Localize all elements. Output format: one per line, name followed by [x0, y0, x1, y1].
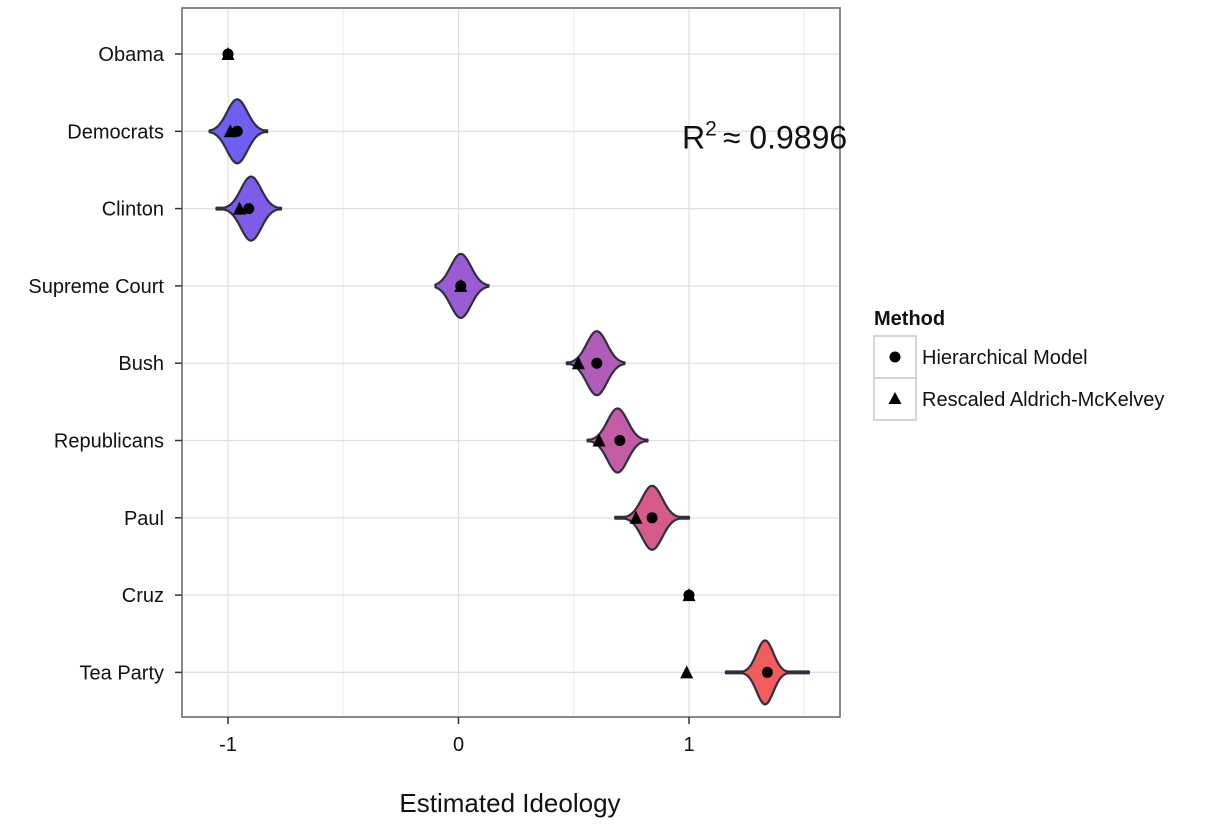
point-hierarchical-model-republicans	[614, 435, 626, 446]
legend: Method Hierarchical Model Rescaled Aldri…	[873, 308, 1164, 421]
point-rescaled-aldrich-mckelvey-paul	[629, 510, 643, 524]
legend-triangle-marker	[888, 392, 902, 404]
y-tick-label-obama: Obama	[98, 44, 164, 66]
point-hierarchical-model-paul	[646, 512, 658, 524]
r-squared-superscript: 2	[705, 117, 717, 140]
legend-entry-hierarchical-model: Hierarchical Model	[873, 335, 1088, 379]
legend-circle-marker	[889, 351, 901, 363]
points	[221, 47, 773, 679]
point-rescaled-aldrich-mckelvey-cruz	[682, 588, 696, 602]
point-rescaled-aldrich-mckelvey-tea-party	[680, 665, 694, 679]
point-hierarchical-model-clinton	[243, 203, 255, 215]
x-tick-label: 0	[453, 734, 464, 756]
point-rescaled-aldrich-mckelvey-clinton	[233, 201, 247, 215]
point-rescaled-aldrich-mckelvey-obama	[221, 47, 235, 60]
legend-key-hierarchical-model	[873, 335, 917, 379]
point-rescaled-aldrich-mckelvey-democrats	[223, 124, 237, 138]
y-tick-label-supreme-court: Supreme Court	[28, 276, 164, 298]
point-hierarchical-model-tea-party	[761, 666, 773, 678]
point-rescaled-aldrich-mckelvey-supreme-court	[454, 278, 468, 292]
y-tick-label-clinton: Clinton	[102, 199, 164, 221]
point-rescaled-aldrich-mckelvey-bush	[571, 356, 585, 370]
r-squared-base: R	[682, 119, 705, 155]
x-tick-label: -1	[219, 734, 237, 756]
legend-label-hierarchical-model: Hierarchical Model	[922, 347, 1088, 369]
legend-label-rescaled-aldrich-mckelvey: Rescaled Aldrich-McKelvey	[922, 389, 1164, 411]
grid-lines	[182, 8, 840, 717]
legend-title: Method	[874, 308, 945, 330]
y-tick-label-paul: Paul	[124, 508, 164, 530]
legend-entry-rescaled-aldrich-mckelvey: Rescaled Aldrich-McKelvey	[873, 377, 1164, 421]
point-rescaled-aldrich-mckelvey-republicans	[592, 433, 606, 447]
r-squared-label: R2 ≈ 0.9896	[682, 117, 847, 155]
x-axis-title: Estimated Ideology	[399, 788, 620, 818]
r-squared-annotation: R2 ≈ 0.9896	[682, 117, 847, 155]
plot-panel	[181, 7, 841, 718]
r-squared-value: ≈ 0.9896	[723, 119, 847, 155]
point-hierarchical-model-bush	[591, 357, 603, 369]
x-tick-label: 1	[683, 734, 694, 756]
y-tick-label-republicans: Republicans	[54, 431, 164, 453]
y-tick-label-democrats: Democrats	[67, 121, 164, 143]
y-tick-label-tea-party: Tea Party	[80, 662, 164, 684]
axes: -1 0 1 Obama Democrats Clinton Supreme Court Bu…	[28, 44, 694, 756]
y-tick-label-cruz: Cruz	[122, 585, 164, 607]
y-tick-label-bush: Bush	[118, 353, 164, 375]
